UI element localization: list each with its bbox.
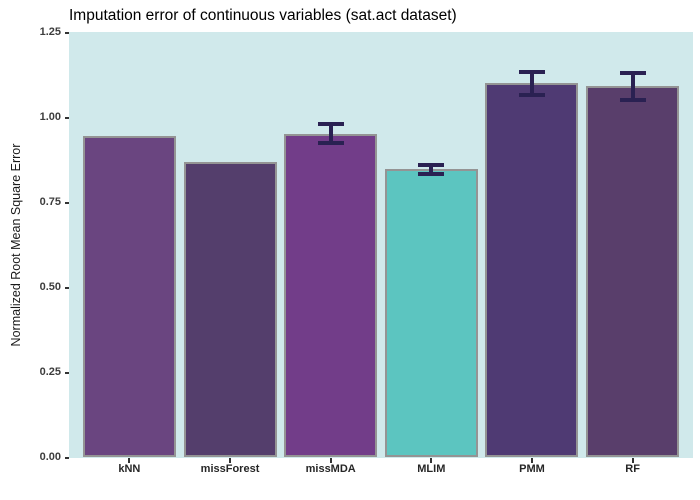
bar-kNN	[82, 136, 176, 458]
x-tick-mark	[631, 458, 634, 463]
y-tick-mark	[64, 371, 69, 374]
x-tick-label: PMM	[519, 463, 545, 475]
error-bar-line-RF	[630, 72, 635, 101]
error-bar-line-MLIM	[429, 164, 434, 175]
x-tick-mark	[229, 458, 232, 463]
error-bar-cap-bottom-missMDA	[317, 141, 344, 146]
error-bar-line-missMDA	[328, 124, 333, 144]
bar-PMM	[485, 83, 579, 458]
y-tick-label: 0.75	[39, 196, 61, 209]
error-bar-cap-bottom-MLIM	[418, 172, 445, 177]
y-tick-label: 0.00	[39, 451, 61, 463]
bar-missForest	[183, 161, 277, 458]
y-tick-mark	[64, 456, 69, 459]
y-tick-mark	[64, 201, 69, 204]
error-bar-cap-bottom-RF	[619, 98, 646, 103]
error-bar-cap-top-MLIM	[418, 162, 445, 167]
bar-missMDA	[284, 133, 378, 458]
error-bar-line-PMM	[529, 72, 534, 95]
x-tick-label: kNN	[118, 463, 141, 475]
y-tick-label: 1.00	[39, 111, 61, 124]
y-tick-label: 1.25	[39, 26, 61, 39]
y-axis-title: Normalized Root Mean Square Error	[9, 143, 23, 347]
y-tick-mark	[64, 286, 69, 289]
bar-MLIM	[384, 169, 478, 458]
x-tick-label: MLIM	[417, 463, 446, 475]
x-tick-label: missMDA	[305, 463, 356, 475]
x-tick-mark	[128, 458, 131, 463]
x-tick-label: missForest	[200, 463, 260, 475]
error-bar-cap-top-RF	[619, 70, 646, 75]
x-tick-label: RF	[625, 463, 640, 475]
x-tick-mark	[329, 458, 332, 463]
bar-RF	[586, 86, 680, 458]
y-tick-label: 0.25	[39, 366, 61, 379]
chart-title: Imputation error of continuous variables…	[69, 7, 457, 24]
error-bar-cap-bottom-PMM	[518, 92, 545, 97]
x-tick-mark	[530, 458, 533, 463]
y-tick-mark	[64, 31, 69, 34]
error-bar-cap-top-missMDA	[317, 122, 344, 127]
y-tick-label: 0.50	[39, 281, 61, 294]
error-bar-cap-top-PMM	[518, 70, 545, 75]
y-tick-mark	[64, 116, 69, 119]
x-tick-mark	[430, 458, 433, 463]
